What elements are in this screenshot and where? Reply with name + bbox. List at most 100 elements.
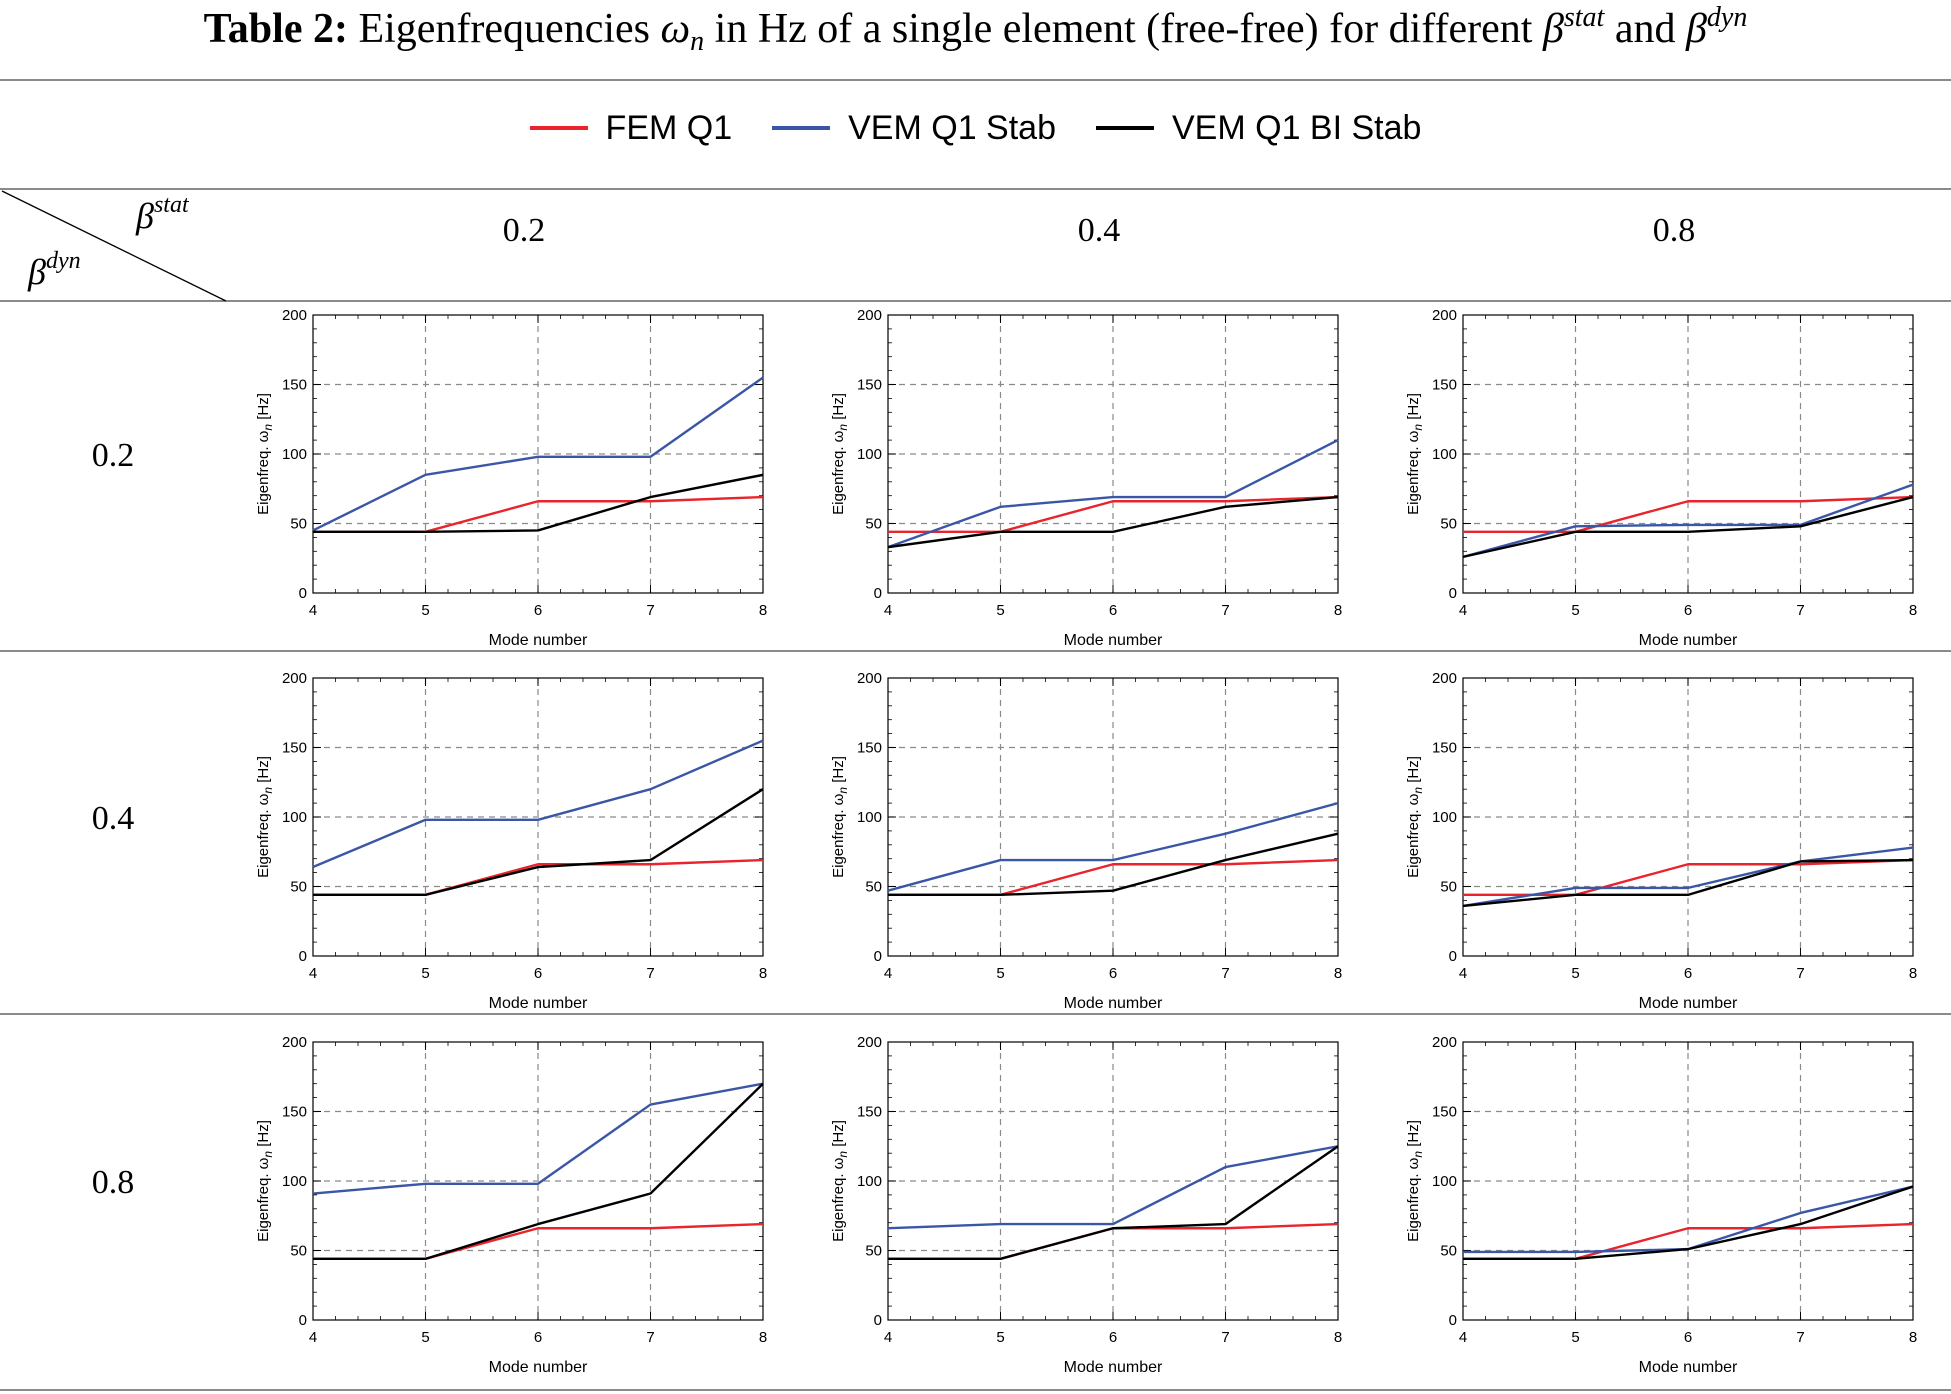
y-axis-label-sub: n bbox=[836, 1151, 850, 1158]
x-tick-label: 6 bbox=[534, 602, 542, 619]
x-tick-label: 6 bbox=[534, 1329, 542, 1346]
panel-r1-c2: 4 5 6 7 8 0 50 100 150 200 Mode number Eigenfreq. ω… bbox=[1405, 670, 1917, 1012]
x-axis-label: Mode number bbox=[1639, 1359, 1738, 1376]
y-axis-label-sub: n bbox=[1411, 1151, 1425, 1158]
y-axis-label-sub: n bbox=[836, 787, 850, 794]
x-axis-label: Mode number bbox=[489, 632, 588, 649]
legend-label-fem-q1: FEM Q1 bbox=[605, 108, 733, 147]
panel-r2-c1: 4 5 6 7 8 0 50 100 150 200 Mode number Eigenfreq. ω… bbox=[830, 1034, 1342, 1376]
x-tick-label: 5 bbox=[1571, 602, 1579, 619]
y-tick-label: 50 bbox=[290, 516, 307, 533]
x-tick-label: 6 bbox=[1109, 602, 1117, 619]
y-tick-label: 0 bbox=[299, 1312, 307, 1329]
y-tick-label: 200 bbox=[1432, 1034, 1457, 1051]
y-tick-label: 100 bbox=[1432, 809, 1457, 826]
series-line-vem-q1-bi-stab bbox=[887, 495, 1339, 549]
caption-text-before: Eigenfrequencies bbox=[358, 6, 650, 52]
series-line-vem-q1-stab bbox=[1462, 846, 1914, 908]
x-tick-label: 4 bbox=[1459, 1329, 1467, 1346]
x-tick-label: 7 bbox=[646, 602, 654, 619]
x-tick-label: 8 bbox=[759, 1329, 767, 1346]
series-line-vem-q1-bi-stab bbox=[313, 1082, 764, 1261]
x-tick-label: 4 bbox=[884, 965, 892, 982]
y-tick-label: 0 bbox=[874, 585, 882, 602]
y-axis-label-sub: n bbox=[261, 424, 275, 431]
y-tick-label: 200 bbox=[857, 670, 882, 687]
y-axis-label: Eigenfreq. ωn [Hz] bbox=[1405, 1120, 1425, 1242]
x-axis-label: Mode number bbox=[489, 995, 588, 1012]
x-tick-label: 8 bbox=[759, 602, 767, 619]
x-axis-label: Mode number bbox=[1639, 995, 1738, 1012]
series-line-vem-q1-bi-stab bbox=[1462, 858, 1914, 908]
y-tick-label: 50 bbox=[865, 879, 882, 896]
panel-r0-c2: 4 5 6 7 8 0 50 100 150 200 Mode number Eigenfreq. ω… bbox=[1405, 307, 1917, 649]
y-tick-label: 150 bbox=[282, 1104, 307, 1121]
series-line-vem-q1-stab bbox=[887, 439, 1339, 549]
y-axis-label-unit: [Hz] bbox=[255, 393, 272, 424]
x-tick-label: 5 bbox=[1571, 1329, 1579, 1346]
series-line-vem-q1-stab bbox=[887, 801, 1339, 892]
y-axis-label-unit: [Hz] bbox=[830, 756, 847, 787]
caption-dyn-sup: dyn bbox=[1706, 2, 1748, 33]
panel-r2-c2: 4 5 6 7 8 0 50 100 150 200 Mode number Eigenfreq. ω… bbox=[1405, 1034, 1917, 1376]
x-tick-label: 5 bbox=[996, 602, 1004, 619]
y-tick-label: 150 bbox=[1432, 377, 1457, 394]
y-tick-label: 200 bbox=[857, 1034, 882, 1051]
series-line-vem-q1-bi-stab bbox=[888, 832, 1339, 897]
y-tick-label: 150 bbox=[1432, 1104, 1457, 1121]
y-axis-label-sub: n bbox=[836, 424, 850, 431]
legend-item-vem-q1-stab: VEM Q1 Stab bbox=[772, 109, 1056, 148]
y-axis-label: Eigenfreq. ωn [Hz] bbox=[830, 756, 850, 878]
x-axis-label: Mode number bbox=[489, 1359, 588, 1376]
x-tick-label: 8 bbox=[1909, 1329, 1917, 1346]
x-tick-label: 7 bbox=[1221, 965, 1229, 982]
y-tick-label: 0 bbox=[874, 1312, 882, 1329]
header-beta-dyn: βdyn bbox=[27, 248, 81, 292]
legend-item-fem-q1: FEM Q1 bbox=[529, 108, 733, 148]
x-axis-label: Mode number bbox=[1064, 1359, 1163, 1376]
column-header-0: 0.2 bbox=[503, 212, 546, 249]
caption-omega-sub: n bbox=[690, 26, 705, 57]
series-line-vem-q1-stab bbox=[887, 1145, 1339, 1230]
y-axis-label-unit: [Hz] bbox=[255, 1120, 272, 1151]
y-axis-label: Eigenfreq. ωn [Hz] bbox=[1405, 393, 1425, 515]
y-tick-label: 100 bbox=[857, 446, 882, 463]
header-diagonal bbox=[1, 190, 227, 302]
y-tick-label: 100 bbox=[282, 809, 307, 826]
y-tick-label: 150 bbox=[1432, 740, 1457, 757]
y-tick-label: 150 bbox=[857, 377, 882, 394]
y-tick-label: 50 bbox=[290, 1243, 307, 1260]
header-beta-dyn-sup: dyn bbox=[46, 248, 81, 274]
series-line-vem-q1-stab bbox=[312, 1082, 764, 1195]
y-tick-label: 100 bbox=[857, 1173, 882, 1190]
x-tick-label: 6 bbox=[1684, 602, 1692, 619]
y-axis-label-unit: [Hz] bbox=[1405, 756, 1422, 787]
x-tick-label: 8 bbox=[759, 965, 767, 982]
y-tick-label: 0 bbox=[299, 948, 307, 965]
x-tick-label: 5 bbox=[996, 1329, 1004, 1346]
series-line-fem-q1 bbox=[1463, 495, 1914, 534]
y-axis-label-sub: n bbox=[261, 787, 275, 794]
y-axis-label-sub: n bbox=[261, 1151, 275, 1158]
y-tick-label: 0 bbox=[299, 585, 307, 602]
caption-label: Table 2: bbox=[203, 6, 348, 52]
x-axis-label: Mode number bbox=[1064, 995, 1163, 1012]
x-tick-label: 7 bbox=[646, 1329, 654, 1346]
column-header-1: 0.4 bbox=[1078, 212, 1121, 249]
y-tick-label: 50 bbox=[865, 516, 882, 533]
series-line-vem-q1-bi-stab bbox=[1463, 1185, 1914, 1261]
x-tick-label: 4 bbox=[1459, 602, 1467, 619]
y-tick-label: 150 bbox=[857, 1104, 882, 1121]
y-tick-label: 200 bbox=[282, 670, 307, 687]
panel-r0-c0: 4 5 6 7 8 0 50 100 150 200 Mode number Eigenfreq. ω… bbox=[255, 307, 767, 649]
y-axis-label: Eigenfreq. ωn [Hz] bbox=[830, 393, 850, 515]
y-axis-label: Eigenfreq. ωn [Hz] bbox=[255, 393, 275, 515]
y-tick-label: 200 bbox=[282, 307, 307, 324]
caption-beta-stat: β bbox=[1542, 6, 1564, 52]
y-axis-label-sub: n bbox=[1411, 787, 1425, 794]
x-tick-label: 5 bbox=[421, 1329, 429, 1346]
y-tick-label: 0 bbox=[1449, 585, 1457, 602]
caption-text-after: in Hz of a single element (free-free) fo… bbox=[714, 6, 1533, 52]
y-axis-label-unit: [Hz] bbox=[1405, 393, 1422, 424]
legend-item-vem-q1-bi-stab: VEM Q1 BI Stab bbox=[1096, 109, 1421, 148]
